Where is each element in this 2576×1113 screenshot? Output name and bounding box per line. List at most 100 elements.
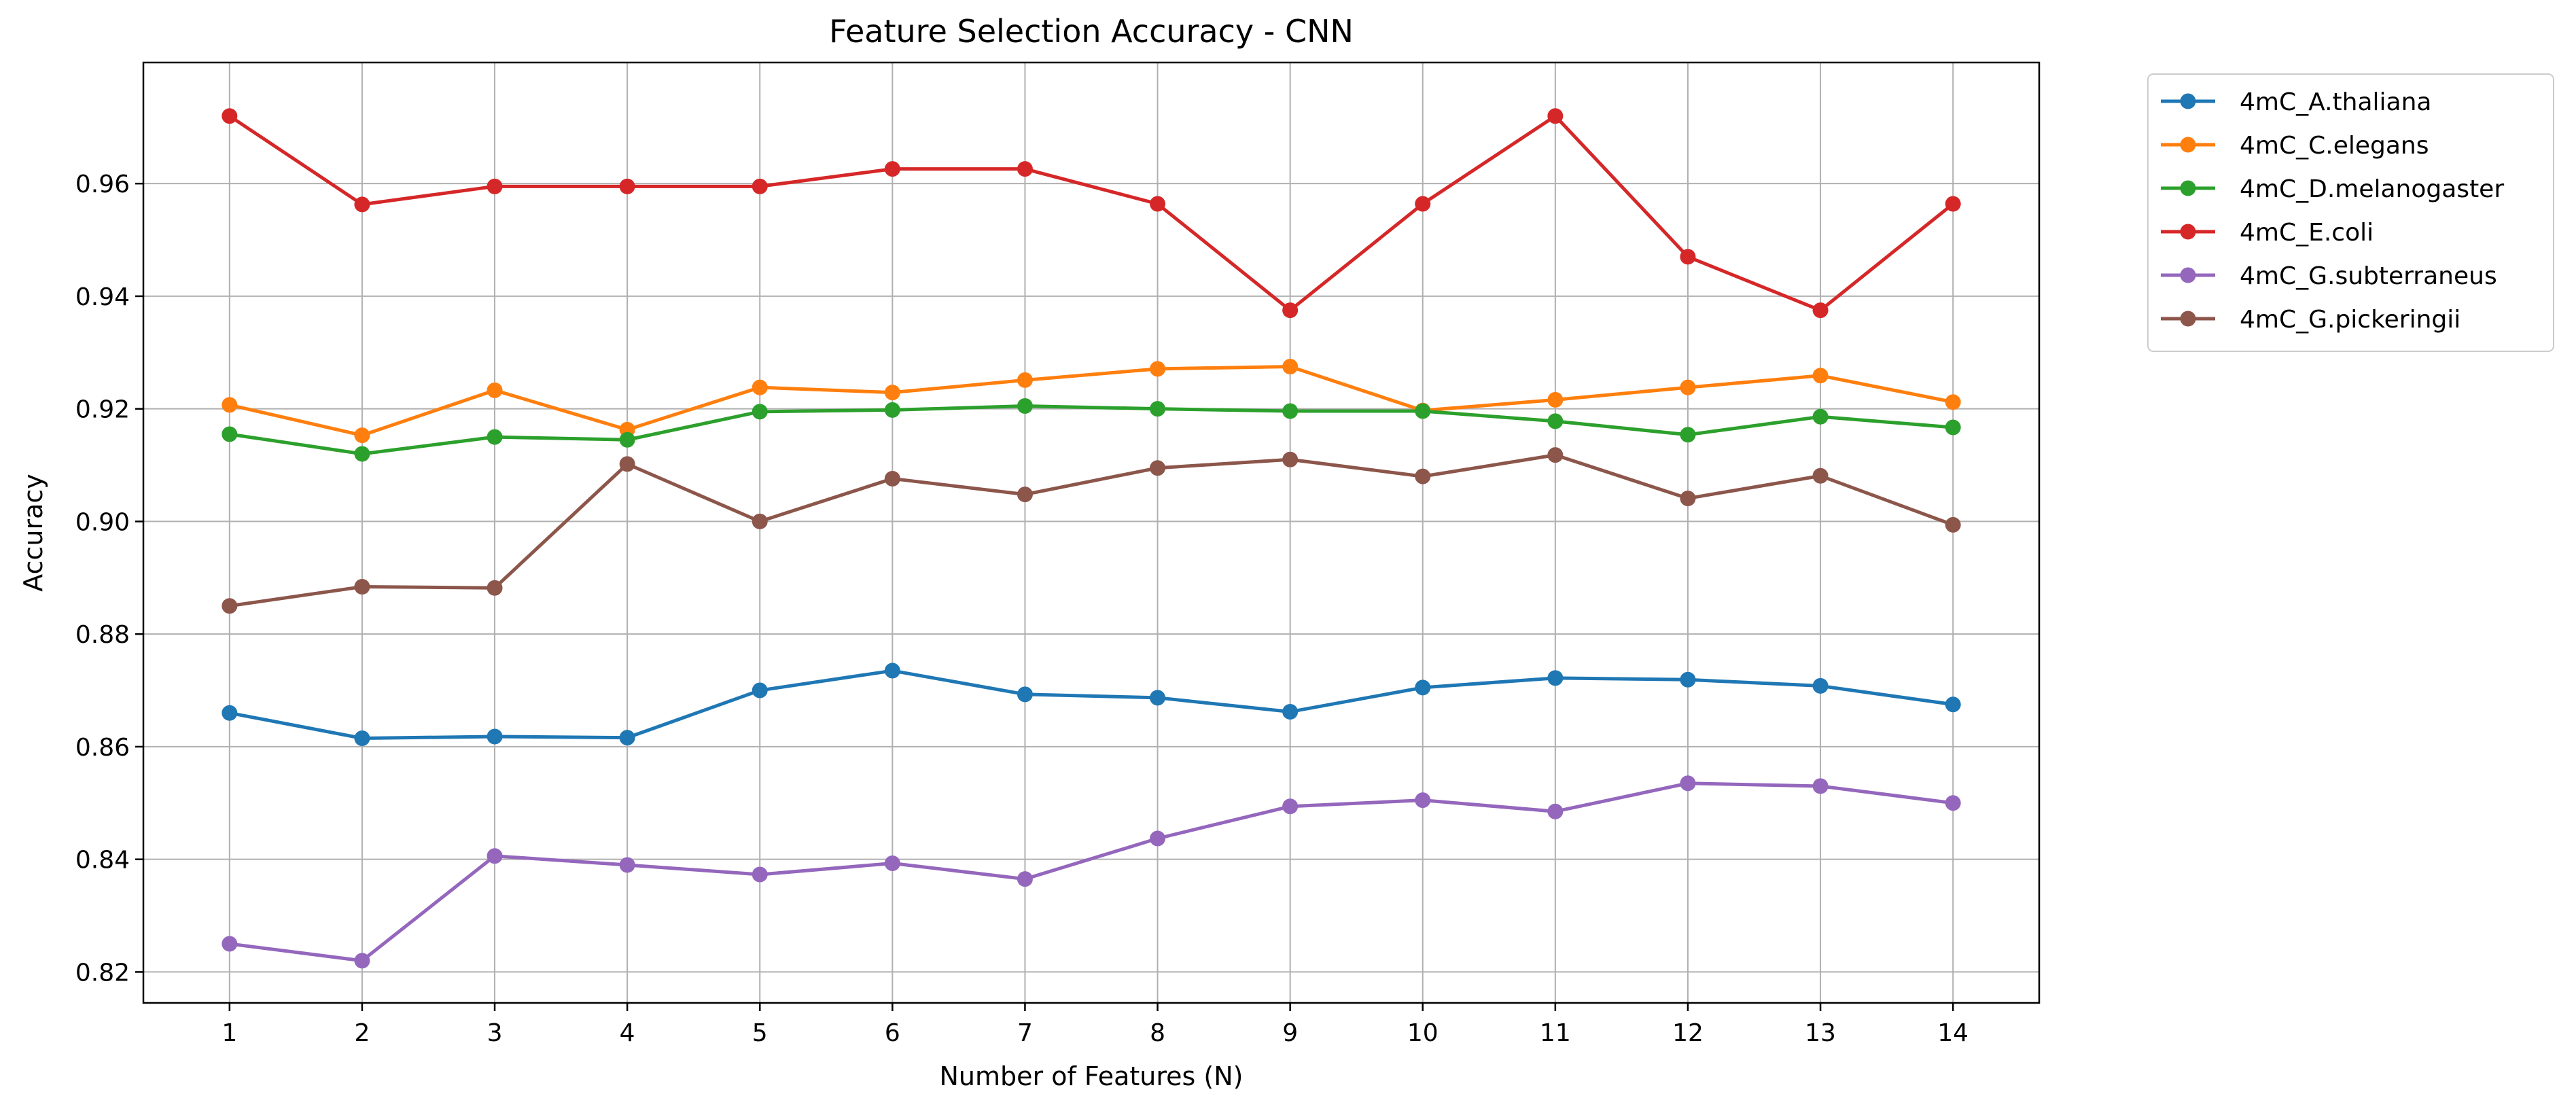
x-tick-label: 6 [885, 1019, 900, 1047]
data-point [1680, 427, 1696, 443]
data-point [1547, 670, 1564, 686]
data-point [1945, 795, 1961, 811]
data-point [1945, 196, 1961, 212]
data-point [619, 456, 635, 472]
legend-marker [2180, 311, 2196, 327]
legend-label: 4mC_G.pickeringii [2240, 306, 2460, 334]
data-point [1945, 394, 1961, 410]
data-point [487, 178, 503, 194]
series-line [229, 453, 1954, 608]
data-point [1150, 196, 1166, 212]
series-line [229, 669, 1954, 740]
x-tick-label: 3 [487, 1019, 503, 1047]
data-point [619, 730, 635, 746]
legend-marker [2180, 224, 2196, 240]
data-point [752, 866, 768, 883]
legend-box [2147, 73, 2554, 352]
data-point [1812, 467, 1829, 484]
series-layer [222, 108, 1961, 969]
data-point [1812, 302, 1829, 319]
x-tick-label: 2 [354, 1019, 370, 1047]
data-point [487, 580, 503, 596]
data-point [1150, 460, 1166, 476]
data-point [354, 953, 370, 969]
data-point [752, 379, 768, 395]
x-tick-label: 8 [1150, 1019, 1165, 1047]
data-point [222, 108, 238, 124]
data-point [1945, 516, 1961, 533]
data-point [884, 470, 900, 487]
data-point [1812, 778, 1829, 794]
data-point [884, 402, 900, 418]
data-point [1547, 108, 1564, 124]
x-tick-label: 5 [752, 1019, 768, 1047]
x-tick-label: 1 [222, 1019, 237, 1047]
data-point [1017, 871, 1033, 887]
data-point [1415, 403, 1431, 419]
y-tick-label: 0.82 [75, 959, 130, 987]
data-point [487, 382, 503, 398]
series-4mC_E.coli [222, 108, 1961, 319]
data-point [1945, 419, 1961, 436]
data-point [1282, 798, 1299, 815]
x-tick-label: 14 [1937, 1019, 1969, 1047]
data-point [222, 397, 238, 413]
data-point [354, 427, 370, 444]
legend-marker [2180, 137, 2196, 153]
data-point [1680, 671, 1696, 688]
x-tick-label: 11 [1540, 1019, 1571, 1047]
data-point [1415, 679, 1431, 696]
legend-item: 4mC_G.subterraneus [2161, 262, 2497, 290]
legend-marker [2180, 180, 2196, 196]
legend-label: 4mC_G.subterraneus [2240, 262, 2497, 290]
series-line [228, 114, 1954, 313]
x-axis-label: Number of Features (N) [940, 1061, 1243, 1091]
data-point [884, 161, 900, 177]
y-tick-label: 0.88 [75, 621, 130, 649]
data-point [1282, 704, 1299, 720]
series-4mC_D.melanogaster [222, 398, 1961, 462]
y-tick-label: 0.94 [75, 283, 130, 311]
legend-label: 4mC_D.melanogaster [2240, 175, 2504, 203]
data-point [1282, 403, 1299, 419]
data-point [354, 579, 370, 595]
data-point [752, 178, 768, 194]
series-4mC_A.thaliana [222, 662, 1961, 746]
data-point [1415, 196, 1431, 212]
data-point [222, 705, 238, 721]
y-tick-label: 0.86 [75, 734, 130, 762]
data-point [354, 730, 370, 746]
legend-item: 4mC_A.thaliana [2161, 88, 2431, 116]
data-point [1282, 359, 1299, 375]
legend-item: 4mC_E.coli [2161, 219, 2374, 247]
data-point [884, 855, 900, 871]
data-point [1017, 372, 1033, 388]
legend-label: 4mC_C.elegans [2240, 132, 2429, 160]
data-point [1150, 401, 1166, 417]
legend-item: 4mC_G.pickeringii [2161, 306, 2460, 334]
data-point [1812, 408, 1829, 425]
data-point [1680, 379, 1696, 395]
data-point [1680, 775, 1696, 792]
data-point [1547, 391, 1564, 408]
series-4mC_G.pickeringii [222, 447, 1961, 614]
data-point [1547, 447, 1564, 463]
x-tick-label: 13 [1805, 1019, 1836, 1047]
data-point [222, 936, 238, 952]
x-tick-label: 9 [1282, 1019, 1298, 1047]
series-4mC_G.subterraneus [222, 775, 1961, 969]
data-point [619, 857, 635, 873]
legend-label: 4mC_A.thaliana [2240, 88, 2431, 116]
y-tick-label: 0.96 [75, 171, 130, 198]
data-point [884, 385, 900, 401]
x-tick-label: 10 [1407, 1019, 1439, 1047]
x-tick-label: 12 [1672, 1019, 1704, 1047]
data-point [1680, 249, 1696, 265]
data-point [1150, 690, 1166, 706]
data-point [1812, 677, 1829, 694]
legend-item: 4mC_C.elegans [2161, 132, 2429, 160]
data-point [1017, 686, 1033, 703]
data-point [1150, 830, 1166, 847]
